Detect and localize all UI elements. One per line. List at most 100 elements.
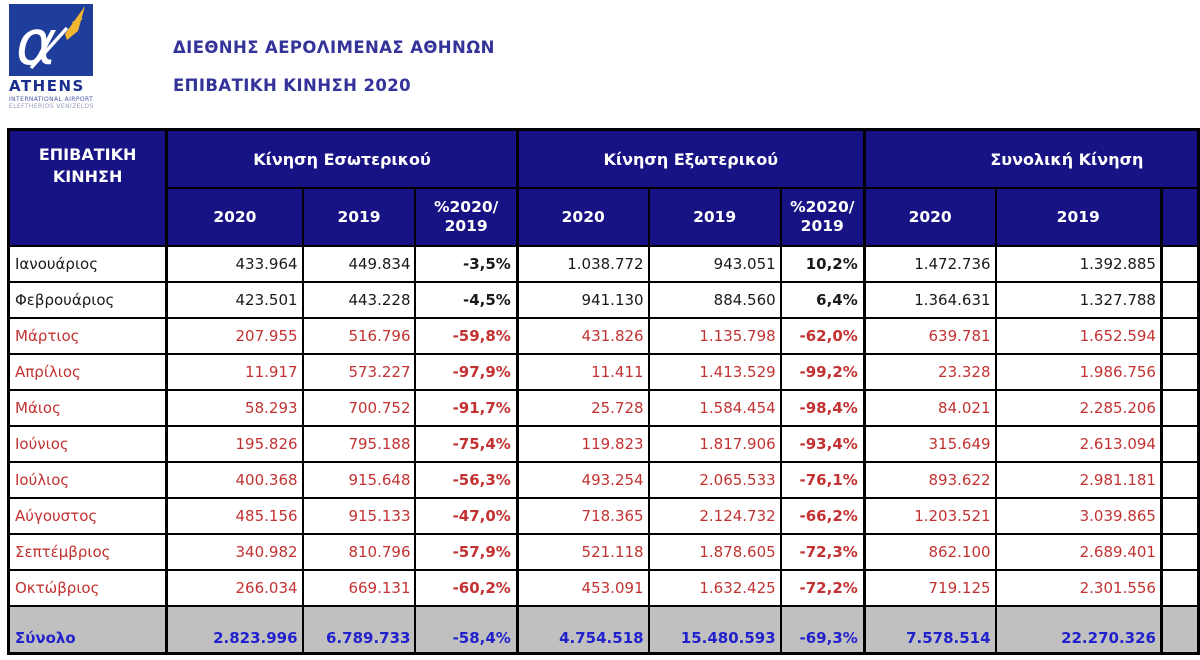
- value-cell: -47,0%: [414, 497, 519, 535]
- value-cell: 1.632.425: [647, 569, 782, 607]
- logo-mark: α: [9, 4, 93, 79]
- value-cell: -3,5%: [414, 245, 519, 283]
- value-cell: 884.560: [647, 281, 782, 319]
- value-cell: 669.131: [301, 569, 417, 607]
- value-cell: 1.817.906: [647, 425, 782, 463]
- month-label: Απρίλιος: [7, 353, 168, 391]
- value-cell: 10,2%: [779, 245, 866, 283]
- total-row: Σύνολο 2.823.996 6.789.733 -58,4% 4.754.518 1…: [7, 605, 1200, 654]
- value-cell: 6,4%: [779, 281, 866, 319]
- value-cell: -76,1%: [779, 461, 866, 499]
- value-cell: -59,8%: [414, 317, 519, 355]
- col-header-domestic-pct: %2020/ 2019: [414, 187, 519, 247]
- col-header-total-2019: 2019: [994, 187, 1163, 247]
- value-cell: 639.781: [862, 317, 997, 355]
- value-cell: -97,9%: [414, 353, 519, 391]
- value-cell: 573.227: [301, 353, 417, 391]
- value-cell: -98,4%: [779, 389, 866, 427]
- value-cell: 6.789.733: [301, 605, 417, 654]
- value-cell: 58.293: [165, 389, 304, 427]
- col-header-international-2019: 2019: [647, 187, 782, 247]
- value-cell: 915.648: [301, 461, 417, 499]
- value-cell: 795.188: [301, 425, 417, 463]
- group-header-international: Κίνηση Εξωτερικού: [515, 128, 866, 189]
- value-cell: 423.501: [165, 281, 304, 319]
- value-cell: 2.301.556: [994, 569, 1163, 607]
- clipped-cell: [1159, 461, 1200, 499]
- passenger-traffic-table: ΕΠΙΒΑΤΙΚΗ ΚΙΝΗΣΗ Κίνηση Εσωτερικού Κίνησ…: [7, 128, 1200, 655]
- month-row: Σεπτέμβριος 340.982 810.796 -57,9% 521.118 1.…: [7, 533, 1200, 571]
- value-cell: -72,3%: [779, 533, 866, 571]
- value-cell: 718.365: [515, 497, 650, 535]
- value-cell: 3.039.865: [994, 497, 1163, 535]
- logo-subtitle-2: ELEFTHERIOS VENIZELOS: [9, 103, 94, 110]
- value-cell: 431.826: [515, 317, 650, 355]
- value-cell: -62,0%: [779, 317, 866, 355]
- value-cell: 433.964: [165, 245, 304, 283]
- value-cell: 485.156: [165, 497, 304, 535]
- value-cell: 915.133: [301, 497, 417, 535]
- value-cell: 15.480.593: [647, 605, 782, 654]
- value-cell: -91,7%: [414, 389, 519, 427]
- month-row: Ιούλιος 400.368 915.648 -56,3% 493.254 2.065.…: [7, 461, 1200, 499]
- clipped-cell: [1159, 353, 1200, 391]
- clipped-cell: [1159, 281, 1200, 319]
- clipped-cell: [1159, 317, 1200, 355]
- page-title: ΔΙΕΘΝΗΣ ΑΕΡΟΛΙΜΕΝΑΣ ΑΘΗΝΩΝ: [173, 38, 495, 57]
- month-row: Μάρτιος 207.955 516.796 -59,8% 431.826 1.135.…: [7, 317, 1200, 355]
- clipped-col-header: [1159, 187, 1200, 247]
- value-cell: 1.392.885: [994, 245, 1163, 283]
- value-cell: 25.728: [515, 389, 650, 427]
- month-row: Απρίλιος 11.917 573.227 -97,9% 11.411 1.413.5…: [7, 353, 1200, 391]
- clipped-cell: [1159, 245, 1200, 283]
- value-cell: 943.051: [647, 245, 782, 283]
- value-cell: 453.091: [515, 569, 650, 607]
- value-cell: 893.622: [862, 461, 997, 499]
- value-cell: 1.584.454: [647, 389, 782, 427]
- logo-alpha-plane-icon: α: [9, 4, 93, 79]
- value-cell: 11.411: [515, 353, 650, 391]
- logo-subtitle-1: INTERNATIONAL AIRPORT: [9, 96, 94, 103]
- value-cell: 2.124.732: [647, 497, 782, 535]
- value-cell: 22.270.326: [994, 605, 1163, 654]
- value-cell: 207.955: [165, 317, 304, 355]
- clipped-cell: [1159, 425, 1200, 463]
- month-row: Αύγουστος 485.156 915.133 -47,0% 718.365 2.12…: [7, 497, 1200, 535]
- month-row: Φεβρουάριος 423.501 443.228 -4,5% 941.130 884…: [7, 281, 1200, 319]
- group-header-total: Συνολική Κίνηση: [862, 128, 1200, 189]
- airport-logo: α ATHENS INTERNATIONAL AIRPORT ELEFTHERI…: [9, 4, 119, 110]
- total-label: Σύνολο: [7, 605, 168, 654]
- value-cell: 1.135.798: [647, 317, 782, 355]
- clipped-cell: [1159, 497, 1200, 535]
- col-header-domestic-2020: 2020: [165, 187, 304, 247]
- corner-header: ΕΠΙΒΑΤΙΚΗ ΚΙΝΗΣΗ: [7, 128, 168, 247]
- value-cell: 4.754.518: [515, 605, 650, 654]
- value-cell: 2.613.094: [994, 425, 1163, 463]
- value-cell: -72,2%: [779, 569, 866, 607]
- value-cell: 2.285.206: [994, 389, 1163, 427]
- group-header-domestic: Κίνηση Εσωτερικού: [165, 128, 519, 189]
- value-cell: 1.878.605: [647, 533, 782, 571]
- value-cell: 23.328: [862, 353, 997, 391]
- month-label: Μάρτιος: [7, 317, 168, 355]
- value-cell: 862.100: [862, 533, 997, 571]
- value-cell: 2.823.996: [165, 605, 304, 654]
- clipped-cell: [1159, 389, 1200, 427]
- value-cell: 1.203.521: [862, 497, 997, 535]
- page-titles: ΔΙΕΘΝΗΣ ΑΕΡΟΛΙΜΕΝΑΣ ΑΘΗΝΩΝ ΕΠΙΒΑΤΙΚΗ ΚΙΝ…: [173, 38, 495, 94]
- value-cell: 810.796: [301, 533, 417, 571]
- value-cell: 493.254: [515, 461, 650, 499]
- value-cell: -75,4%: [414, 425, 519, 463]
- value-cell: 1.038.772: [515, 245, 650, 283]
- value-cell: 400.368: [165, 461, 304, 499]
- group-header-row: ΕΠΙΒΑΤΙΚΗ ΚΙΝΗΣΗ Κίνηση Εσωτερικού Κίνησ…: [7, 128, 1200, 247]
- value-cell: -58,4%: [414, 605, 519, 654]
- logo-name: ATHENS: [9, 77, 85, 95]
- value-cell: 1.652.594: [994, 317, 1163, 355]
- value-cell: 719.125: [862, 569, 997, 607]
- clipped-cell: [1159, 569, 1200, 607]
- value-cell: 84.021: [862, 389, 997, 427]
- value-cell: -66,2%: [779, 497, 866, 535]
- value-cell: 1.986.756: [994, 353, 1163, 391]
